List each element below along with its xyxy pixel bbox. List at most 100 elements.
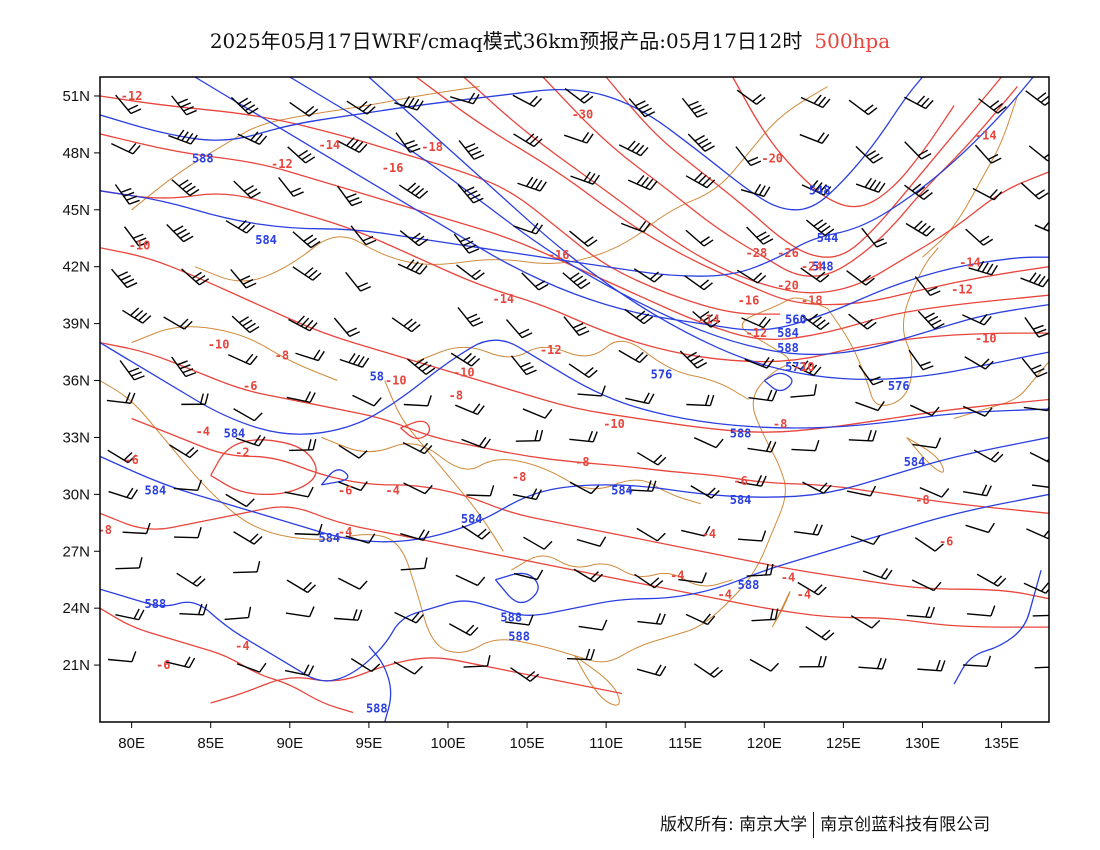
border-line <box>510 555 733 587</box>
height-contour <box>763 372 793 392</box>
height-label: 584 <box>255 233 277 247</box>
lon-tick-label: 105E <box>510 735 545 752</box>
footer-divider <box>813 812 815 838</box>
temperature-label: -8 <box>773 417 787 431</box>
wind-barb <box>858 364 884 386</box>
wind-barb <box>339 353 370 368</box>
wind-barb <box>505 614 534 626</box>
wind-barb <box>620 220 651 233</box>
temperature-contour <box>210 439 317 496</box>
temperature-label: -10 <box>129 239 151 253</box>
temperature-label: -16 <box>382 161 404 175</box>
temperature-label: -10 <box>208 337 230 351</box>
wind-barb <box>394 611 424 624</box>
wind-barb <box>566 648 596 661</box>
height-contour <box>100 436 1049 543</box>
wind-barb <box>908 349 934 371</box>
wind-barb <box>1034 220 1049 232</box>
wind-barb <box>850 615 881 629</box>
lon-tick-label: 115E <box>668 735 702 752</box>
wind-barb <box>967 605 996 617</box>
wind-barb <box>397 259 428 275</box>
wind-barb <box>521 272 549 291</box>
temperature-label: -18 <box>801 294 823 308</box>
wind-barb <box>171 179 200 197</box>
wind-barb <box>513 133 543 148</box>
temperature-label: -4 <box>797 588 811 602</box>
wind-barb <box>284 664 315 677</box>
wind-barb <box>746 563 774 577</box>
wind-barb <box>115 557 143 570</box>
wind-barb <box>393 661 423 675</box>
temperature-contour <box>210 657 623 704</box>
temperature-label: -14 <box>698 313 720 327</box>
wind-barb <box>791 360 822 376</box>
height-label: 588 <box>145 597 167 611</box>
wind-barb <box>618 349 648 364</box>
wind-barb <box>917 310 945 330</box>
wind-barb <box>292 266 322 281</box>
wind-barb <box>912 437 942 449</box>
temperature-label: -2 <box>235 445 249 459</box>
wind-barb <box>800 94 831 109</box>
height-contour <box>289 77 1049 356</box>
height-label: 584 <box>611 483 633 497</box>
temperature-label: -16 <box>548 248 570 262</box>
wind-barb <box>174 526 202 539</box>
wind-barb <box>737 475 767 487</box>
wind-barb <box>965 228 994 246</box>
wind-barb <box>790 384 818 398</box>
height-label: 544 <box>817 231 839 245</box>
wind-barb <box>736 269 767 284</box>
wind-barb <box>294 523 323 536</box>
wind-barb <box>799 132 830 144</box>
wind-barb <box>690 485 720 499</box>
wind-barb <box>168 129 198 145</box>
lat-tick-label: 21N <box>62 657 90 674</box>
height-label: 588 <box>777 341 799 355</box>
wind-barb <box>797 581 827 596</box>
wind-barb <box>628 98 656 118</box>
wind-barb <box>115 608 145 621</box>
wind-barb <box>338 577 368 590</box>
height-contour <box>368 77 1049 381</box>
wind-barb <box>625 392 655 405</box>
wind-barb <box>233 180 261 199</box>
height-contour <box>194 77 1049 331</box>
wind-barb <box>910 404 940 417</box>
wind-barb <box>1020 272 1049 288</box>
temperature-label: -6 <box>156 658 170 672</box>
wind-barb <box>173 479 203 491</box>
wind-barb <box>861 227 888 248</box>
wind-barb <box>403 395 432 407</box>
wind-barb <box>634 573 664 589</box>
temperature-label: -6 <box>939 535 953 549</box>
wind-barb <box>400 557 428 571</box>
wind-barb <box>962 405 993 417</box>
wind-barb <box>805 626 835 641</box>
wind-barb <box>517 176 547 192</box>
temperature-label: -8 <box>915 493 929 507</box>
wind-barb <box>513 569 544 581</box>
wind-barb <box>794 523 823 536</box>
border-line <box>574 297 828 663</box>
temperature-label: -10 <box>975 332 997 346</box>
temperature-label: -4 <box>718 588 732 602</box>
wind-barb <box>295 349 325 362</box>
temperature-label: -8 <box>449 389 463 403</box>
wind-barb <box>858 657 887 670</box>
wind-barb <box>453 233 480 254</box>
wind-barb <box>904 95 934 110</box>
border-line <box>384 380 504 552</box>
wind-barb <box>458 140 485 160</box>
wind-barb <box>1032 614 1049 617</box>
wind-barb <box>904 183 933 201</box>
lon-tick-label: 130E <box>905 735 940 752</box>
height-label: 584 <box>318 531 340 545</box>
wind-barb <box>686 394 715 407</box>
height-contour <box>100 339 1049 435</box>
wind-barb <box>978 98 1007 114</box>
temperature-contour <box>400 420 431 440</box>
plot-background <box>100 77 1049 722</box>
lat-tick-label: 42N <box>62 259 90 276</box>
